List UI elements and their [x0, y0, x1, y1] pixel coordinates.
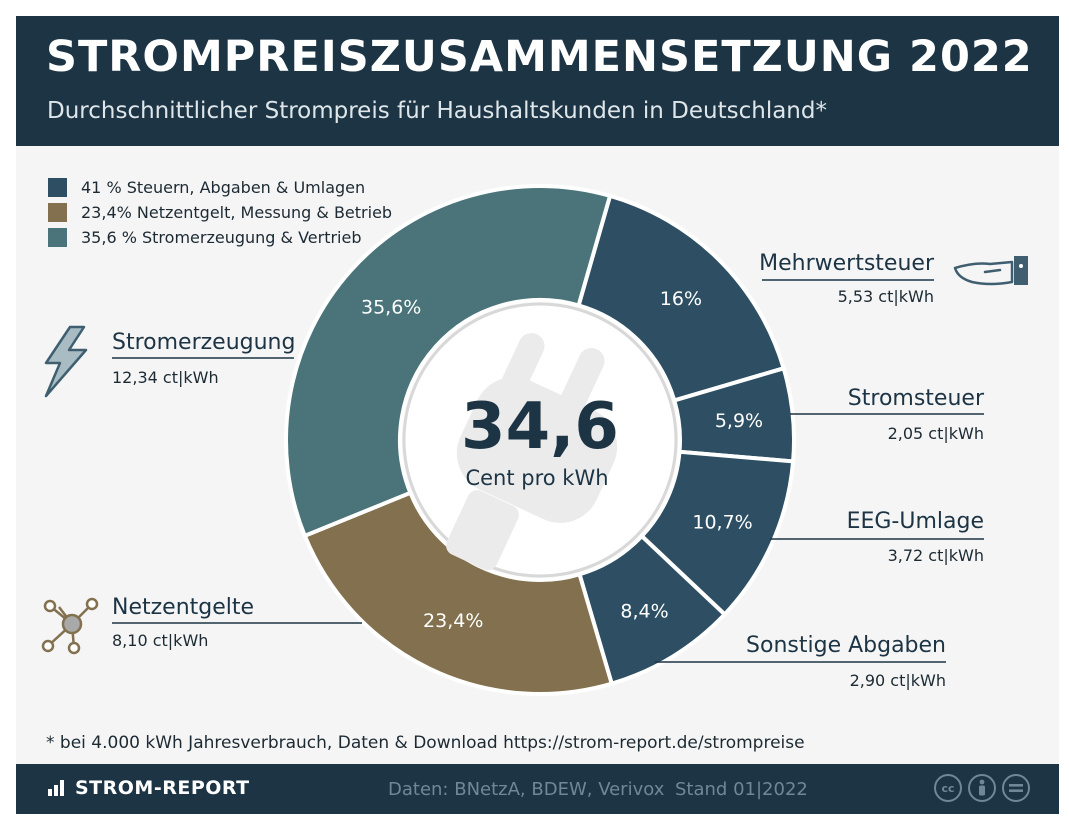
- slice-name: Stromerzeugung: [112, 330, 295, 355]
- no-derivatives-icon: [1002, 774, 1030, 802]
- brand-name: STROM-REPORT: [75, 777, 250, 799]
- hand-icon: [953, 256, 1028, 286]
- page-subtitle: Durchschnittlicher Strompreis für Hausha…: [47, 98, 827, 124]
- plug-icon: [446, 332, 618, 571]
- legend-item: 23,4% Netzentgelt, Messung & Betrieb: [48, 200, 392, 225]
- center-value: 34,6: [461, 390, 619, 464]
- donut-slice: [302, 490, 615, 696]
- leader-lines: [112, 279, 984, 663]
- slice-name: Netzentgelte: [112, 595, 254, 620]
- page-title: STROMPREISZUSAMMENSETZUNG 2022: [46, 32, 1033, 82]
- slice-labels: Mehrwertsteuer 5,53 ct|kWh Stromsteuer 2…: [112, 251, 985, 690]
- cc-icon: cc: [934, 774, 962, 802]
- brand-logo: STROM-REPORT: [48, 777, 250, 799]
- header-banner: [16, 16, 1059, 146]
- slice-percent-label: 16%: [660, 288, 702, 310]
- slice-percent-label: 8,4%: [620, 600, 668, 622]
- legend-swatch: [48, 203, 67, 222]
- legend-label: 41 % Steuern, Abgaben & Umlagen: [81, 178, 366, 197]
- center-unit: Cent pro kWh: [465, 466, 608, 490]
- data-sources: Daten: BNetzA, BDEW, Verivox: [388, 779, 665, 800]
- donut-slice: [576, 193, 787, 403]
- bar-chart-icon: [48, 780, 66, 796]
- slice-percent-label: 10,7%: [692, 512, 752, 534]
- lightning-icon: [44, 325, 88, 398]
- slice-value: 3,72 ct|kWh: [888, 546, 984, 565]
- slice-percent-label: 23,4%: [423, 610, 483, 632]
- legend-swatch: [48, 178, 67, 197]
- attribution-icon: [968, 774, 996, 802]
- legend-label: 35,6 % Stromerzeugung & Vertrieb: [81, 228, 362, 247]
- slice-value: 12,34 ct|kWh: [112, 368, 219, 387]
- network-icon: [41, 597, 99, 655]
- donut-slices: 16% 5,9% 10,7% 8,4% 23,4% 35,6%: [284, 184, 796, 696]
- slice-name: Stromsteuer: [848, 386, 985, 411]
- slice-percent-label: 5,9%: [715, 410, 763, 432]
- footer-bar: [16, 764, 1059, 814]
- slice-name: Mehrwertsteuer: [759, 251, 935, 276]
- legend-swatch: [48, 228, 67, 247]
- data-date: Stand 01|2022: [675, 779, 808, 800]
- slice-value: 5,53 ct|kWh: [838, 287, 934, 306]
- slice-name: Sonstige Abgaben: [746, 633, 946, 658]
- slice-name: EEG-Umlage: [847, 509, 984, 534]
- legend-item: 35,6 % Stromerzeugung & Vertrieb: [48, 225, 392, 250]
- legend-label: 23,4% Netzentgelt, Messung & Betrieb: [81, 203, 393, 222]
- slice-value: 8,10 ct|kWh: [112, 631, 208, 650]
- legend-item: 41 % Steuern, Abgaben & Umlagen: [48, 175, 392, 200]
- slice-value: 2,90 ct|kWh: [850, 671, 946, 690]
- legend: 41 % Steuern, Abgaben & Umlagen 23,4% Ne…: [48, 175, 392, 250]
- donut-slice: [284, 184, 613, 539]
- slice-percent-label: 35,6%: [361, 296, 421, 318]
- footnote: * bei 4.000 kWh Jahresverbrauch, Daten &…: [46, 733, 805, 753]
- slice-value: 2,05 ct|kWh: [888, 424, 984, 443]
- license-icons: cc: [934, 774, 1036, 802]
